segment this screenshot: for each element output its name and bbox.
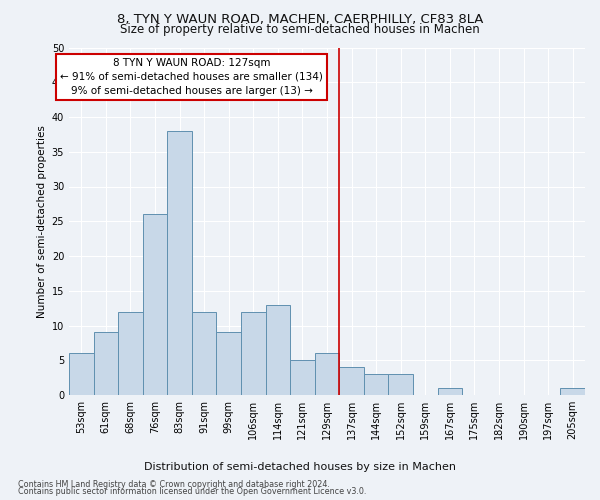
Bar bbox=[143, 214, 167, 395]
Text: Size of property relative to semi-detached houses in Machen: Size of property relative to semi-detach… bbox=[120, 22, 480, 36]
Bar bbox=[241, 312, 266, 395]
Bar bbox=[290, 360, 315, 395]
Y-axis label: Number of semi-detached properties: Number of semi-detached properties bbox=[37, 125, 47, 318]
Text: Contains public sector information licensed under the Open Government Licence v3: Contains public sector information licen… bbox=[18, 487, 367, 496]
Bar bbox=[364, 374, 388, 395]
Bar bbox=[437, 388, 462, 395]
Text: Distribution of semi-detached houses by size in Machen: Distribution of semi-detached houses by … bbox=[144, 462, 456, 472]
Bar bbox=[266, 304, 290, 395]
Bar bbox=[167, 131, 192, 395]
Bar bbox=[339, 367, 364, 395]
Bar bbox=[94, 332, 118, 395]
Bar bbox=[192, 312, 217, 395]
Text: 8, TYN Y WAUN ROAD, MACHEN, CAERPHILLY, CF83 8LA: 8, TYN Y WAUN ROAD, MACHEN, CAERPHILLY, … bbox=[117, 12, 483, 26]
Bar bbox=[118, 312, 143, 395]
Bar bbox=[69, 354, 94, 395]
Bar bbox=[388, 374, 413, 395]
Text: Contains HM Land Registry data © Crown copyright and database right 2024.: Contains HM Land Registry data © Crown c… bbox=[18, 480, 330, 489]
Bar bbox=[217, 332, 241, 395]
Bar bbox=[560, 388, 585, 395]
Text: 8 TYN Y WAUN ROAD: 127sqm
← 91% of semi-detached houses are smaller (134)
9% of : 8 TYN Y WAUN ROAD: 127sqm ← 91% of semi-… bbox=[61, 58, 323, 96]
Bar bbox=[315, 354, 339, 395]
